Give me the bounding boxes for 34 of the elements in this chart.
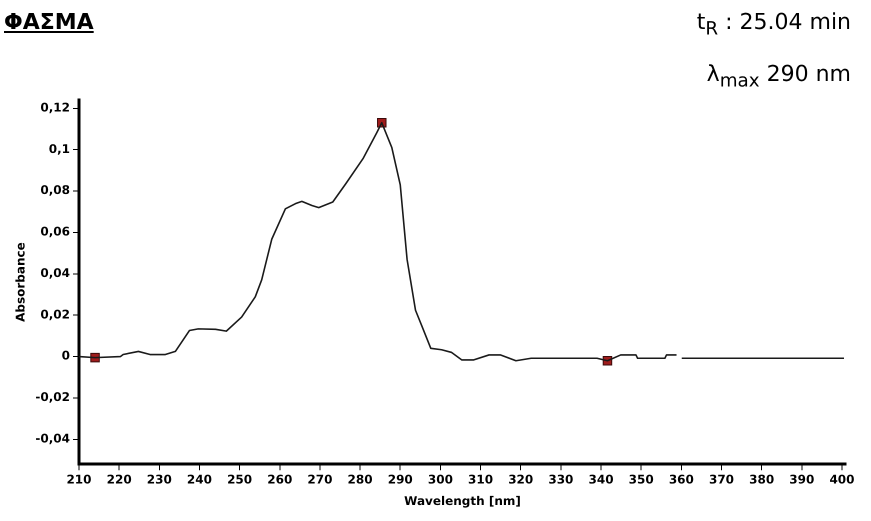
- x-tick-label: 300: [428, 472, 453, 487]
- x-tick-label: 370: [708, 472, 734, 487]
- x-axis-title: Wavelength [nm]: [404, 494, 521, 508]
- x-tick-label: 260: [267, 472, 292, 487]
- x-tick-label: 320: [508, 472, 534, 487]
- x-tick-label: 280: [348, 472, 373, 487]
- y-tick-label: 0: [62, 348, 70, 363]
- y-tick-label: 0,04: [40, 266, 70, 280]
- y-tick-label: 0,02: [40, 307, 70, 322]
- x-tick-label: 360: [668, 472, 694, 487]
- y-tick-label: -0,04: [35, 431, 70, 446]
- x-tick-label: 290: [388, 472, 413, 487]
- y-tick-label: -0,02: [35, 390, 70, 404]
- x-tick-label: 220: [106, 472, 132, 487]
- x-tick-label: 350: [628, 472, 654, 487]
- x-tick-label: 270: [307, 472, 332, 487]
- x-tick-label: 400: [829, 472, 855, 487]
- chart-title: ΦΑΣΜΑ: [4, 10, 94, 35]
- x-tick-label: 390: [789, 472, 814, 487]
- y-tick-label: 0,1: [48, 142, 70, 156]
- x-tick-label: 210: [66, 472, 92, 487]
- x-tick-label: 230: [146, 472, 172, 487]
- text: t$_{R}$ : 25.04 min: [696, 10, 851, 40]
- y-tick-label: 0,12: [40, 100, 70, 114]
- x-tick-label: 330: [548, 472, 574, 487]
- y-tick-label: 0,08: [40, 183, 70, 198]
- x-tick-label: 380: [749, 472, 774, 487]
- x-tick-label: 240: [186, 472, 212, 487]
- text: λ$_{max}$ 290 nm: [706, 62, 851, 92]
- x-tick-label: 310: [468, 472, 494, 487]
- y-axis-title: Absorbance: [13, 242, 28, 322]
- x-tick-label: 250: [227, 472, 252, 487]
- x-tick-label: 340: [588, 472, 614, 487]
- y-tick-label: 0,06: [40, 224, 70, 239]
